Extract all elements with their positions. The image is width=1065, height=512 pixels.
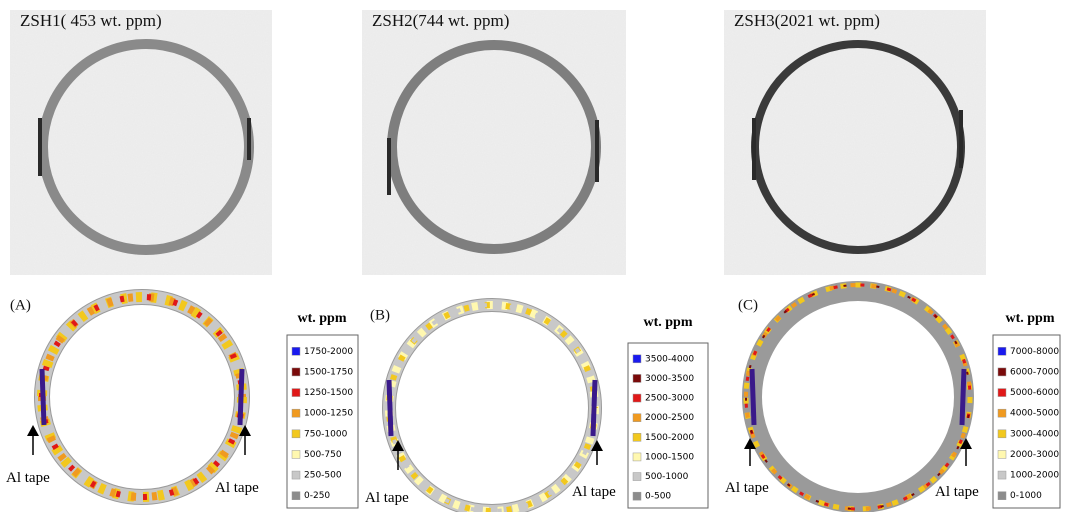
legend-swatch [633, 453, 641, 461]
legend-label: 1000-1250 [304, 409, 353, 419]
legend-swatch [998, 389, 1006, 397]
radiograph-panel: ZSH3(2021 wt. ppm) [724, 10, 986, 275]
al-tape-region [389, 380, 391, 436]
legend-label: 1750-2000 [304, 347, 353, 357]
radiograph-panel: ZSH2(744 wt. ppm) [362, 10, 626, 275]
radiograph-noise [10, 10, 272, 275]
panel-label: ZSH3(2021 wt. ppm) [734, 11, 880, 30]
annotation: Al tape [725, 480, 769, 496]
legend-label: 1500-1750 [304, 367, 353, 377]
al-tape-region [752, 369, 754, 425]
annotation: Al tape [6, 470, 50, 486]
legend-swatch [633, 374, 641, 382]
legend-label: 750-1000 [304, 429, 348, 439]
legend-swatch [998, 492, 1006, 500]
legend-swatch [633, 492, 641, 500]
legend-swatch [292, 471, 300, 479]
legend-swatch [633, 394, 641, 402]
legend-label: 1500-2000 [645, 433, 694, 443]
legend-swatch [292, 409, 300, 417]
legend-label: 500-1000 [645, 472, 689, 482]
legend-label: 0-250 [304, 491, 330, 501]
legend-title: wt. ppm [1005, 311, 1054, 326]
panel-label: ZSH2(744 wt. ppm) [372, 11, 509, 30]
ring-base [752, 291, 964, 503]
legend-swatch [292, 368, 300, 376]
annotation: Al tape [365, 490, 409, 506]
legend-label: 7000-8000 [1010, 347, 1059, 357]
legend-swatch [633, 473, 641, 481]
legend-swatch [998, 450, 1006, 458]
al-tape-region [593, 380, 595, 436]
legend-label: 2500-3000 [645, 394, 694, 404]
al-tape-region [962, 369, 964, 425]
legend-label: 3000-4000 [1010, 429, 1059, 439]
figure: ZSH1( 453 wt. ppm) ZSH2(744 wt. ppm) ZSH3(… [0, 0, 1065, 512]
legend-title: wt. ppm [643, 315, 692, 330]
legend-box [993, 335, 1060, 508]
hydrogen-map-panel: (C) Al tape Al tape wt. ppm 7000-8000 6000-70… [725, 285, 1060, 509]
legend-swatch [292, 450, 300, 458]
hydrogen-map-panel: (A) Al tape Al tape wt. ppm 1750-2000 1500-17… [6, 297, 358, 508]
legend-box [628, 343, 708, 508]
panel-label: (B) [370, 307, 390, 323]
legend-box [287, 335, 358, 508]
legend-label: 1000-2000 [1010, 471, 1059, 481]
legend-swatch [292, 347, 300, 355]
legend-label: 1250-1500 [304, 388, 353, 398]
legend-swatch [998, 430, 1006, 438]
annotation: Al tape [572, 484, 616, 500]
legend-label: 6000-7000 [1010, 367, 1059, 377]
legend-swatch [292, 389, 300, 397]
legend-swatch [292, 430, 300, 438]
panel-label: ZSH1( 453 wt. ppm) [20, 11, 162, 30]
legend-swatch [998, 471, 1006, 479]
legend-swatch [292, 492, 300, 500]
legend-label: 500-750 [304, 450, 342, 460]
legend-swatch [998, 347, 1006, 355]
legend-swatch [998, 368, 1006, 376]
annotation: Al tape [935, 484, 979, 500]
al-tape-region [240, 369, 242, 425]
al-tape-region [42, 369, 44, 425]
legend-label: 5000-6000 [1010, 388, 1059, 398]
hydrogen-map-panel: (B) Al tape Al tape wt. ppm 3500-4000 3000-35… [365, 305, 708, 511]
legend-label: 4000-5000 [1010, 409, 1059, 419]
legend-title: wt. ppm [297, 311, 346, 326]
radiograph-noise [724, 10, 986, 275]
arrow-head [27, 425, 39, 436]
legend-label: 0-500 [645, 492, 671, 502]
legend-label: 2000-2500 [645, 413, 694, 423]
legend-swatch [633, 355, 641, 363]
radiograph-panel: ZSH1( 453 wt. ppm) [10, 10, 272, 275]
panel-label: (A) [10, 297, 31, 313]
legend-swatch [998, 409, 1006, 417]
legend-swatch [633, 433, 641, 441]
legend-label: 1000-1500 [645, 452, 694, 462]
annotation: Al tape [215, 480, 259, 496]
legend-swatch [633, 414, 641, 422]
legend-label: 3500-4000 [645, 354, 694, 364]
panel-label: (C) [738, 297, 758, 313]
legend-label: 3000-3500 [645, 374, 694, 384]
legend-label: 0-1000 [1010, 491, 1042, 501]
legend-label: 250-500 [304, 471, 342, 481]
legend-label: 2000-3000 [1010, 450, 1059, 460]
